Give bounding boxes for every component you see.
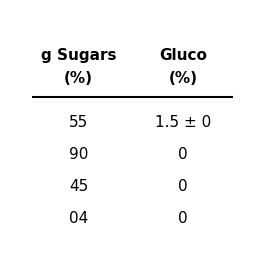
Text: (%): (%): [168, 71, 197, 87]
Text: 55: 55: [69, 115, 88, 130]
Text: g Sugars: g Sugars: [41, 47, 116, 62]
Text: 0: 0: [178, 179, 188, 194]
Text: Gluco: Gluco: [159, 47, 207, 62]
Text: (%): (%): [64, 71, 93, 87]
Text: 0: 0: [178, 211, 188, 226]
Text: 1.5 ± 0: 1.5 ± 0: [155, 115, 211, 130]
Text: 0: 0: [178, 147, 188, 162]
Text: 04: 04: [69, 211, 88, 226]
Text: 90: 90: [69, 147, 88, 162]
Text: 45: 45: [69, 179, 88, 194]
